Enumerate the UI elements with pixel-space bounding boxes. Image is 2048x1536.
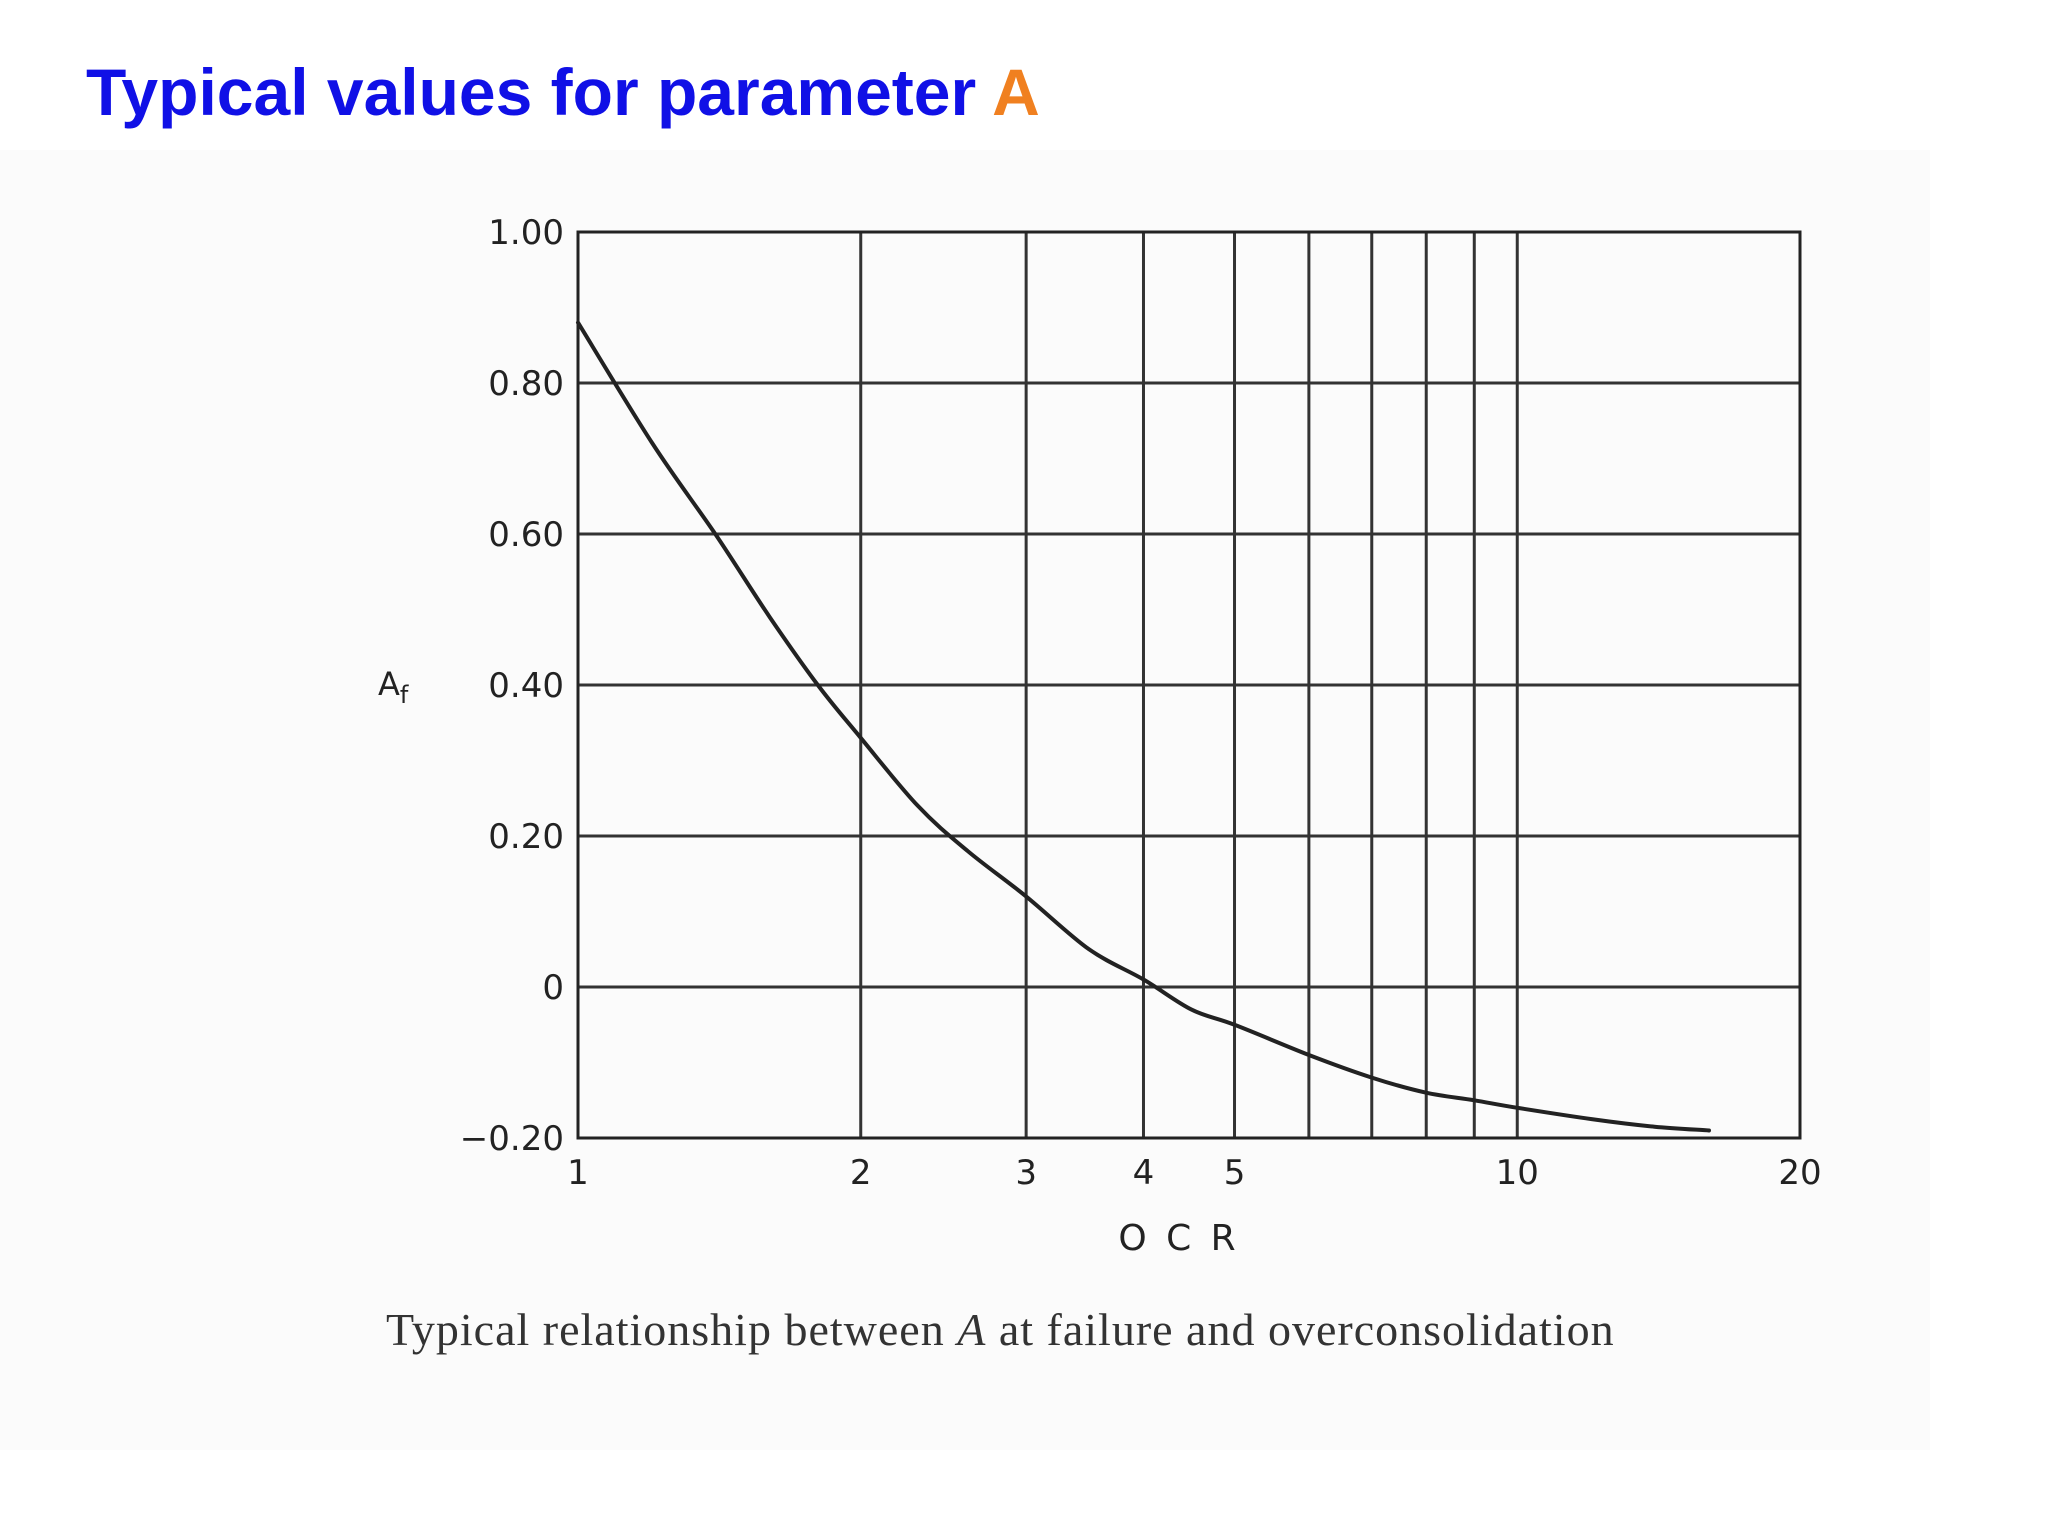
y-tick-label: 1.00 [488, 213, 564, 253]
slide-title: Typical values for parameter A [86, 52, 1040, 132]
x-axis-label: O C R [1118, 1218, 1239, 1259]
title-highlight: A [992, 55, 1040, 129]
x-tick-label: 2 [850, 1153, 872, 1193]
y-tick-label: 0.40 [488, 666, 564, 706]
title-text: Typical values for parameter [86, 55, 993, 129]
y-tick-label: 0.80 [488, 364, 564, 404]
x-tick-label: 3 [1015, 1153, 1037, 1193]
caption-prefix: Typical relationship between [386, 1304, 958, 1355]
x-tick-label: 4 [1133, 1153, 1155, 1193]
y-axis-label: Af [378, 665, 409, 709]
scan-background [0, 150, 1930, 1450]
y-tick-label: −0.20 [460, 1119, 564, 1159]
y-tick-label: 0 [542, 968, 564, 1008]
caption-symbol: A [957, 1304, 987, 1355]
series-line-af [576, 320, 1711, 1133]
x-tick-label: 20 [1778, 1153, 1821, 1193]
figure-caption: Typical relationship between A at failur… [386, 1300, 1615, 1360]
caption-suffix: at failure and overconsolidation [986, 1304, 1615, 1355]
tick-labels: 1 2 3 4 5 10 20 1.00 0.80 0.60 0.40 0.20 0 −0.20 [460, 213, 1822, 1193]
grid-lines [578, 232, 1800, 1138]
y-tick-label: 0.60 [488, 515, 564, 555]
x-tick-label: 1 [567, 1153, 589, 1193]
plot-frame [576, 230, 1802, 1140]
x-tick-label: 5 [1224, 1153, 1246, 1193]
y-tick-label: 0.20 [488, 817, 564, 857]
x-tick-label: 10 [1496, 1153, 1539, 1193]
